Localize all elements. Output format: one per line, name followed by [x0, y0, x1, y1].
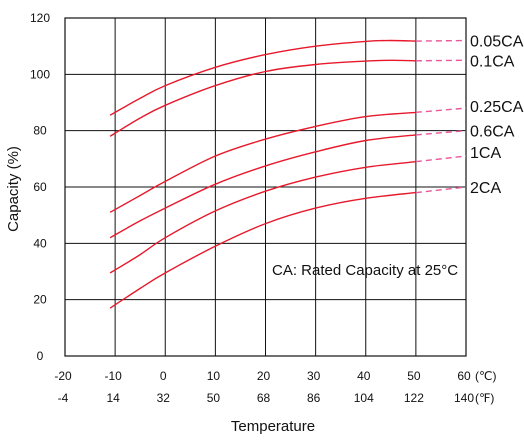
x-tick-label-fahrenheit: 50: [207, 391, 221, 405]
series-extension-0.1CA: [415, 59, 467, 62]
x-tick-label-celsius: 20: [257, 369, 271, 383]
x-tick-label-celsius: 0: [160, 369, 167, 383]
series-extension-0.05CA: [415, 39, 467, 42]
x-tick-label-celsius: 10: [207, 369, 221, 383]
x-tick-label-celsius: 60: [457, 369, 471, 383]
series-label-0.6CA: 0.6CA: [470, 124, 515, 141]
labels: 020406080100120-20-4-1014032105020683086…: [30, 11, 524, 405]
y-tick-label: 0: [37, 349, 44, 363]
y-axis-title: Capacity (%): [5, 146, 22, 232]
series-extension-0.25CA: [415, 107, 467, 114]
x-tick-label-celsius: -20: [54, 369, 72, 383]
x-unit-celsius: (℃): [475, 369, 496, 383]
x-tick-label-fahrenheit: 14: [106, 391, 120, 405]
series-line-0.6CA: [109, 134, 416, 239]
y-tick-label: 20: [33, 293, 47, 307]
x-tick-label-fahrenheit: 104: [354, 391, 374, 405]
x-tick-label-fahrenheit: 32: [157, 391, 171, 405]
y-tick-label: 120: [30, 11, 50, 25]
x-tick-label-fahrenheit: 122: [404, 391, 424, 405]
series-label-0.1CA: 0.1CA: [470, 53, 515, 70]
series-line-0.1CA: [109, 59, 416, 137]
x-tick-label-fahrenheit: 86: [307, 391, 321, 405]
x-tick-label-fahrenheit: -4: [58, 391, 69, 405]
series-label-0.25CA: 0.25CA: [470, 99, 524, 116]
y-tick-label: 100: [30, 67, 50, 81]
x-tick-label-celsius: 40: [357, 369, 371, 383]
y-tick-label: 40: [33, 236, 47, 250]
series-group: [109, 39, 467, 309]
series-line-2CA: [109, 191, 416, 309]
x-tick-label-fahrenheit: 68: [257, 391, 271, 405]
series-label-1CA: 1CA: [470, 145, 501, 162]
annotation: CA: Rated Capacity at 25°C: [272, 262, 458, 279]
x-tick-label-fahrenheit: 140: [454, 391, 474, 405]
x-axis-title: Temperature: [231, 418, 315, 435]
x-unit-fahrenheit: (℉): [475, 391, 494, 405]
series-extension-2CA: [415, 186, 467, 194]
series-extension-0.6CA: [415, 129, 467, 136]
series-line-1CA: [109, 161, 416, 274]
series-line-0.05CA: [109, 39, 416, 116]
series-label-2CA: 2CA: [470, 180, 501, 197]
x-tick-label-celsius: 50: [407, 369, 421, 383]
series-label-0.05CA: 0.05CA: [470, 34, 524, 51]
x-tick-label-celsius: 30: [307, 369, 321, 383]
x-tick-label-celsius: -10: [104, 369, 122, 383]
series-line-0.25CA: [109, 111, 416, 213]
y-tick-label: 60: [33, 180, 47, 194]
series-extension-1CA: [415, 155, 467, 163]
grid: [64, 17, 467, 357]
y-tick-label: 80: [33, 124, 47, 138]
